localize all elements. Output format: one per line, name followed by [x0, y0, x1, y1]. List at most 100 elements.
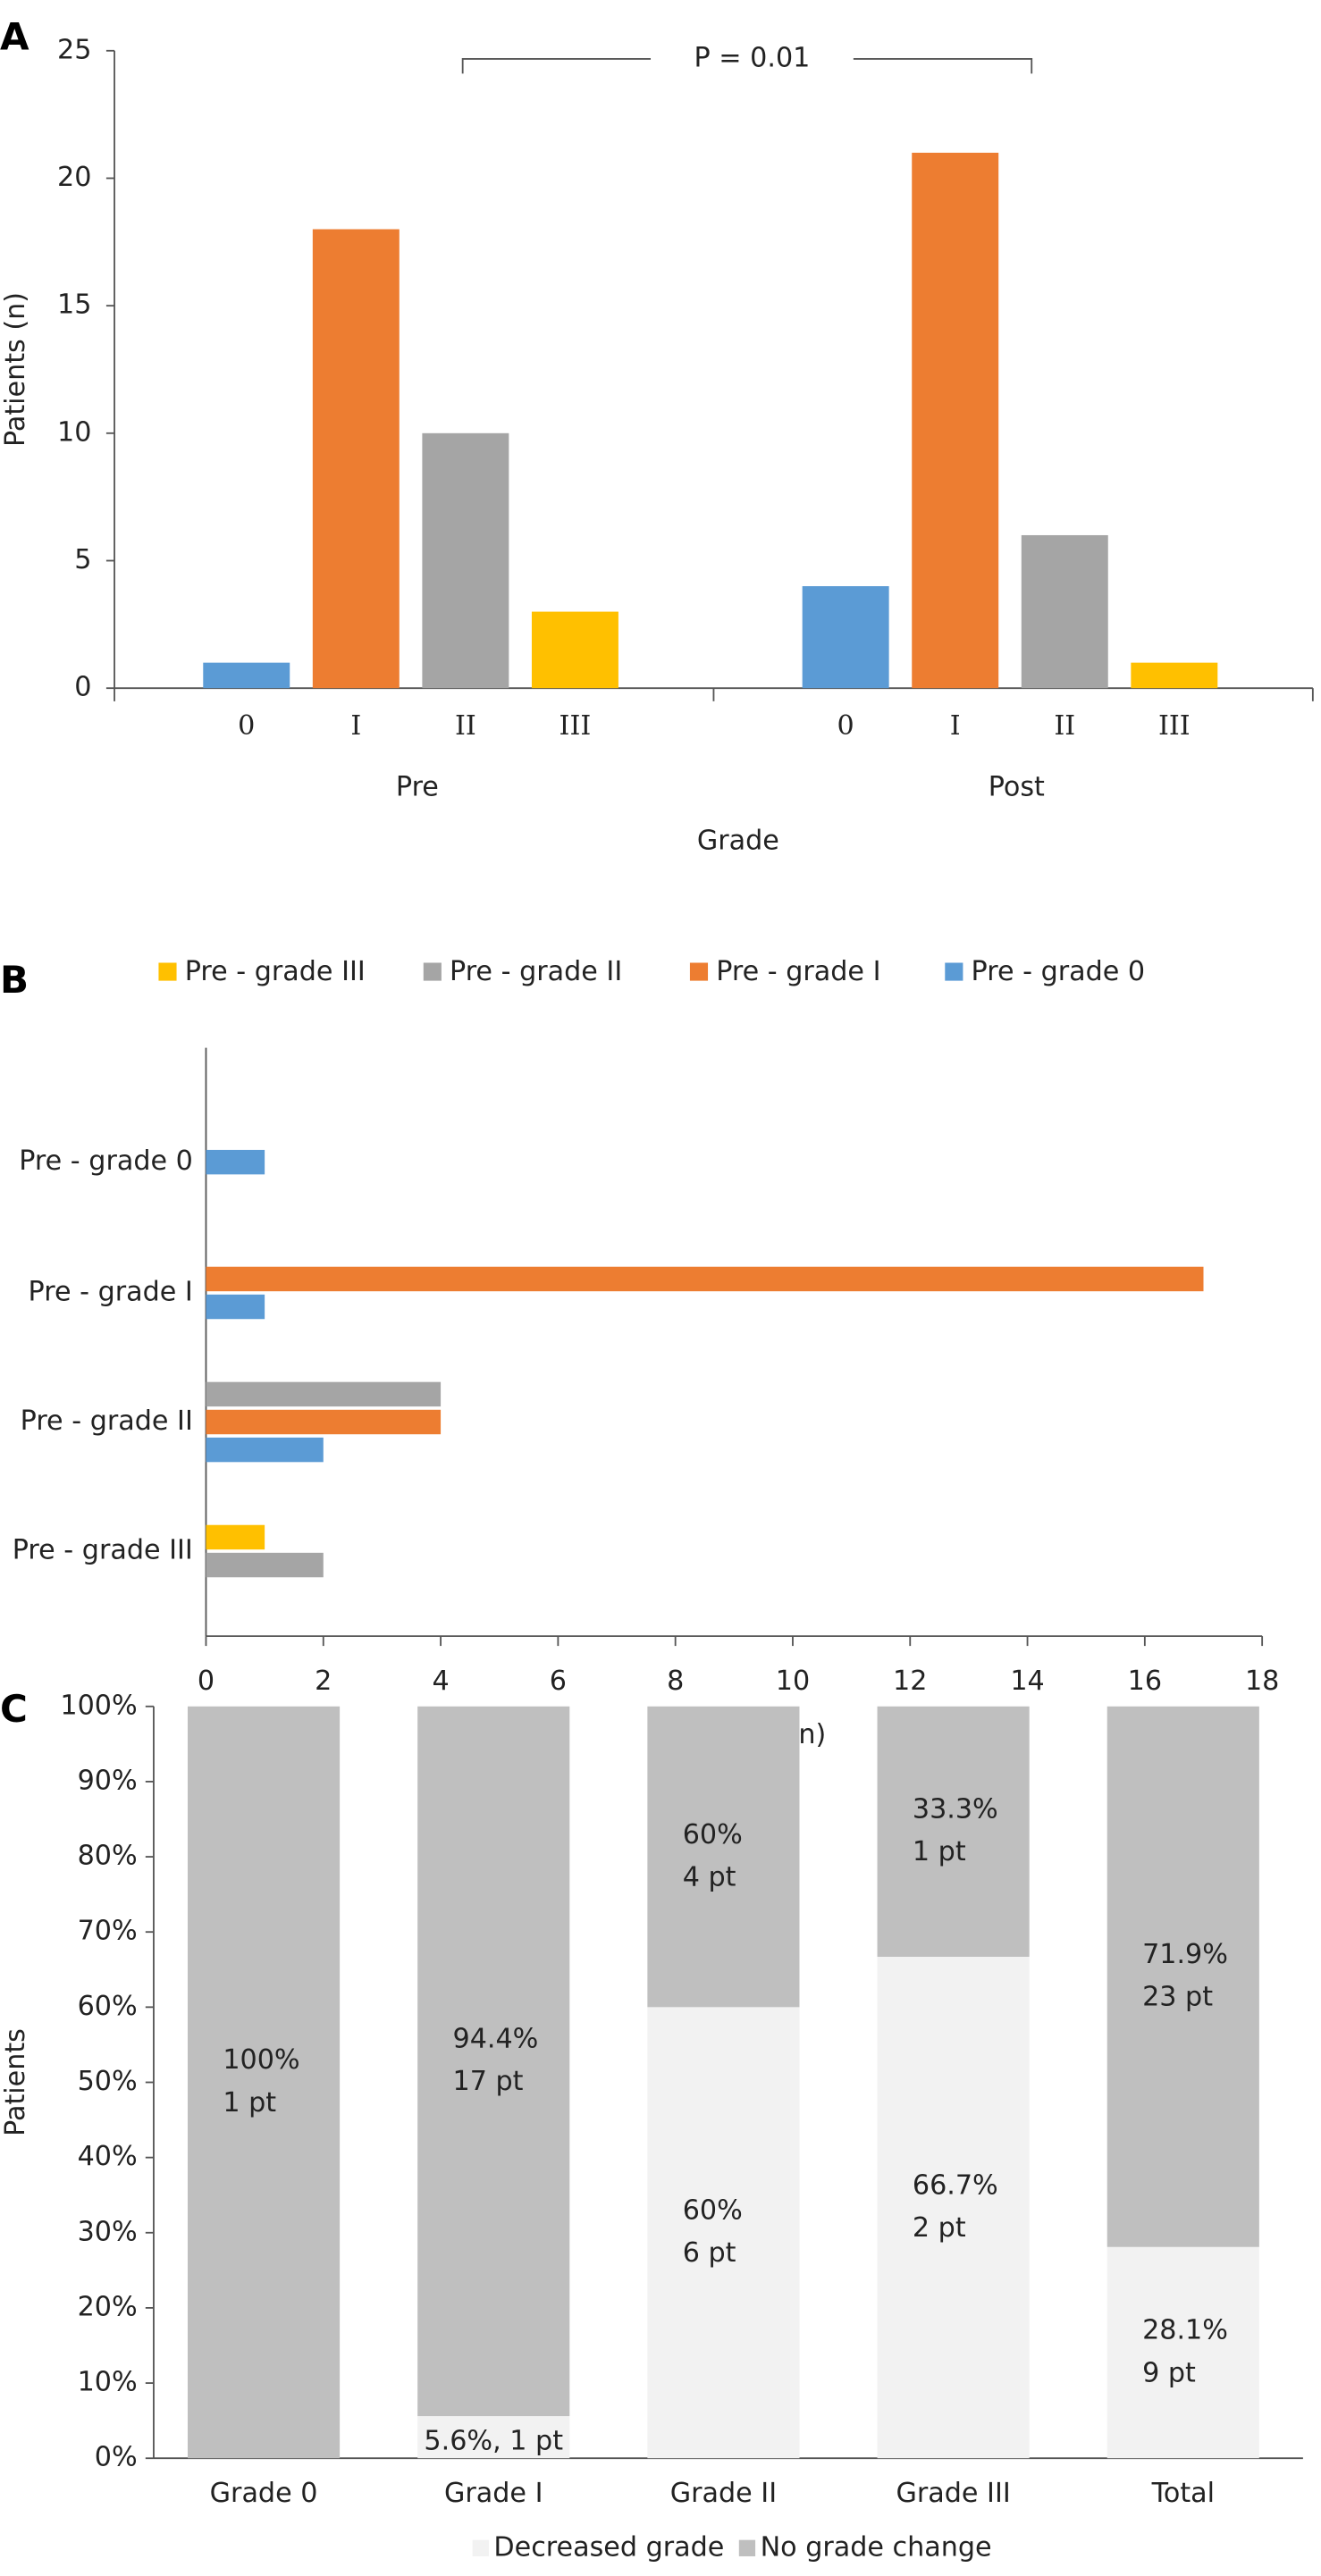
x-tick-label: I [350, 710, 361, 742]
y-tick-label: Pre - grade 0 [19, 1145, 193, 1177]
y-tick-label: 100% [60, 1690, 137, 1721]
y-tick-label: 80% [78, 1841, 138, 1872]
legend-swatch [423, 962, 442, 981]
x-axis-label: Grade [697, 826, 779, 857]
x-tick-label: III [1158, 710, 1191, 742]
bar [531, 611, 618, 689]
y-tick-label: 50% [78, 2066, 138, 2097]
bar [1131, 662, 1218, 689]
y-tick-label: Pre - grade III [13, 1535, 193, 1566]
legend-label: Pre - grade II [450, 956, 622, 987]
legend-swatch [158, 962, 177, 981]
bar [206, 1552, 324, 1578]
y-tick-label: 70% [78, 1916, 138, 1947]
legend-swatch [945, 962, 963, 981]
bar-segment [647, 1706, 800, 2008]
x-tick-label: 8 [667, 1666, 684, 1697]
y-axis-label: Patients (n) [0, 292, 31, 447]
data-label: 4 pt [683, 1861, 736, 1892]
data-label: 60% [683, 2195, 743, 2227]
y-tick-label: 60% [78, 1991, 138, 2022]
bar [312, 229, 400, 689]
panel-label: C [0, 1687, 28, 1731]
y-axis-label: Patients [0, 2028, 31, 2136]
data-label: 17 pt [453, 2066, 524, 2097]
bar-segment [417, 2416, 570, 2459]
y-tick-label: Pre - grade II [21, 1405, 193, 1437]
y-tick-label: 30% [78, 2216, 138, 2247]
bar-segment [1106, 1706, 1259, 2247]
bar-segment [187, 1706, 341, 2459]
y-tick-label: Pre - grade I [29, 1276, 193, 1307]
bar-segment [877, 1956, 1030, 2459]
legend-label: Pre - grade I [716, 956, 880, 987]
data-label: 6 pt [683, 2237, 736, 2269]
legend-label: Decreased grade [493, 2531, 724, 2563]
x-tick-label: III [560, 710, 592, 742]
x-tick-label: 6 [550, 1666, 567, 1697]
bar [203, 662, 290, 689]
data-label: 2 pt [913, 2212, 966, 2244]
y-tick-label: 20% [78, 2291, 138, 2322]
x-tick-label: Grade III [896, 2478, 1010, 2509]
x-tick-label: Grade II [670, 2478, 777, 2509]
bar [206, 1266, 1204, 1292]
y-tick-label: 90% [78, 1765, 138, 1796]
data-label: 94.4% [453, 2024, 539, 2055]
y-tick-label: 15 [57, 289, 91, 321]
data-label: 66.7% [913, 2169, 998, 2201]
x-tick-label: II [1054, 710, 1075, 742]
legend-swatch [472, 2539, 489, 2556]
x-tick-label: I [950, 710, 961, 742]
data-label: 5.6%, 1 pt [424, 2426, 563, 2457]
data-label: 60% [683, 1819, 743, 1850]
x-tick-label: 18 [1245, 1666, 1279, 1697]
x-tick-label: 2 [315, 1666, 332, 1697]
legend-swatch [689, 962, 709, 981]
x-tick-label: 10 [776, 1666, 810, 1697]
data-label: 23 pt [1142, 1982, 1213, 2013]
group-label: Post [989, 771, 1045, 802]
x-tick-label: 16 [1128, 1666, 1162, 1697]
legend-swatch [738, 2539, 756, 2556]
bar [206, 1437, 324, 1463]
bar [206, 1381, 442, 1407]
x-tick-label: II [455, 710, 476, 742]
x-tick-label: Total [1151, 2478, 1215, 2509]
bar-segment [647, 2007, 800, 2459]
x-tick-label: 14 [1010, 1666, 1044, 1697]
bar [206, 1294, 265, 1320]
significance-bracket [461, 58, 1033, 74]
bar [206, 1149, 265, 1175]
bar-segment [417, 1706, 570, 2417]
data-label: 28.1% [1142, 2315, 1228, 2346]
data-label: 1 pt [913, 1836, 966, 1867]
annotation: P = 0.01 [694, 42, 811, 73]
y-tick-label: 10% [78, 2367, 138, 2398]
bar [422, 432, 509, 689]
y-tick-label: 10 [57, 416, 91, 448]
bar [912, 152, 999, 689]
bar-segment [1106, 2246, 1259, 2459]
x-tick-label: 0 [837, 710, 854, 742]
data-label: 1 pt [223, 2087, 276, 2119]
data-label: 71.9% [1142, 1939, 1228, 1970]
data-label: 100% [223, 2044, 299, 2076]
legend-label: Pre - grade 0 [972, 956, 1146, 987]
x-tick-label: Grade 0 [210, 2478, 318, 2509]
y-tick-label: 5 [74, 544, 91, 575]
y-tick-label: 40% [78, 2141, 138, 2172]
x-tick-label: 0 [198, 1666, 215, 1697]
data-label: 9 pt [1142, 2357, 1196, 2388]
panel-label: B [0, 958, 29, 1002]
group-label: Pre [396, 771, 439, 802]
y-tick-label: 0 [74, 672, 91, 703]
panel-label: A [0, 14, 29, 58]
data-label: 33.3% [913, 1794, 998, 1825]
x-tick-label: Grade I [444, 2478, 543, 2509]
bar [802, 586, 889, 689]
bar [206, 1524, 265, 1550]
y-tick-label: 20 [57, 162, 91, 193]
bar-segment [877, 1706, 1030, 1957]
